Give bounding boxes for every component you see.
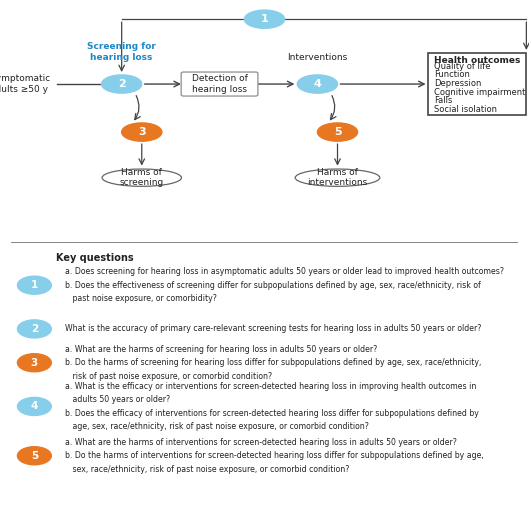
Circle shape [297, 75, 338, 93]
Text: a. What are the harms of interventions for screen-detected hearing loss in adult: a. What are the harms of interventions f… [65, 438, 457, 447]
Text: 1: 1 [261, 14, 268, 24]
Text: 1: 1 [31, 280, 38, 290]
Text: b. Does the effectiveness of screening differ for subpopulations defined by age,: b. Does the effectiveness of screening d… [65, 281, 480, 290]
Text: Social isolation: Social isolation [434, 104, 497, 114]
Circle shape [317, 123, 358, 141]
Text: a. What is the efficacy or interventions for screen-detected hearing loss in imp: a. What is the efficacy or interventions… [65, 382, 476, 390]
Circle shape [17, 354, 51, 372]
FancyBboxPatch shape [181, 72, 258, 96]
Text: Detection of
hearing loss: Detection of hearing loss [191, 74, 248, 94]
Text: 3: 3 [31, 358, 38, 367]
FancyBboxPatch shape [428, 53, 526, 115]
Text: Falls: Falls [434, 96, 452, 105]
Text: Interventions: Interventions [287, 53, 348, 62]
Text: 2: 2 [118, 79, 125, 89]
Text: 5: 5 [31, 451, 38, 461]
Text: Asymptomatic
adults ≥50 y: Asymptomatic adults ≥50 y [0, 74, 51, 94]
Circle shape [122, 123, 162, 141]
Circle shape [17, 447, 51, 465]
Text: past noise exposure, or comorbidity?: past noise exposure, or comorbidity? [65, 294, 216, 303]
Text: 2: 2 [31, 324, 38, 334]
Text: a. What are the harms of screening for hearing loss in adults 50 years or older?: a. What are the harms of screening for h… [65, 345, 377, 354]
Circle shape [17, 276, 51, 294]
Text: 4: 4 [31, 401, 38, 411]
Text: Cognitive impairment: Cognitive impairment [434, 88, 525, 97]
Text: Depression: Depression [434, 79, 481, 88]
Text: What is the accuracy of primary care-relevant screening tests for hearing loss i: What is the accuracy of primary care-rel… [65, 324, 481, 334]
Circle shape [102, 75, 142, 93]
Circle shape [17, 397, 51, 416]
Text: b. Does the efficacy of interventions for screen-detected hearing loss differ fo: b. Does the efficacy of interventions fo… [65, 409, 478, 418]
Circle shape [17, 320, 51, 338]
Text: 3: 3 [138, 127, 145, 137]
Text: Quality of life: Quality of life [434, 62, 490, 71]
Text: Key questions: Key questions [56, 253, 133, 263]
Text: Harms of
interventions: Harms of interventions [307, 168, 368, 187]
Text: b. Do the harms of interventions for screen-detected hearing loss differ for sub: b. Do the harms of interventions for scr… [65, 451, 484, 460]
Text: sex, race/ethnicity, risk of past noise exposure, or comorbid condition?: sex, race/ethnicity, risk of past noise … [65, 465, 349, 474]
Text: adults 50 years or older?: adults 50 years or older? [65, 395, 170, 404]
Text: risk of past noise exposure, or comorbid condition?: risk of past noise exposure, or comorbid… [65, 372, 272, 381]
Circle shape [244, 10, 285, 28]
Text: Health outcomes: Health outcomes [434, 56, 520, 65]
Text: a. Does screening for hearing loss in asymptomatic adults 50 years or older lead: a. Does screening for hearing loss in as… [65, 267, 504, 276]
Text: Screening for
hearing loss: Screening for hearing loss [87, 42, 156, 62]
Text: age, sex, race/ethnicity, risk of past noise exposure, or comorbid condition?: age, sex, race/ethnicity, risk of past n… [65, 422, 368, 431]
Text: Function: Function [434, 70, 470, 79]
Text: Harms of
screening: Harms of screening [120, 168, 164, 187]
Text: 4: 4 [314, 79, 321, 89]
Text: b. Do the harms of screening for hearing loss differ for subpopulations defined : b. Do the harms of screening for hearing… [65, 358, 481, 367]
Text: 5: 5 [334, 127, 341, 137]
